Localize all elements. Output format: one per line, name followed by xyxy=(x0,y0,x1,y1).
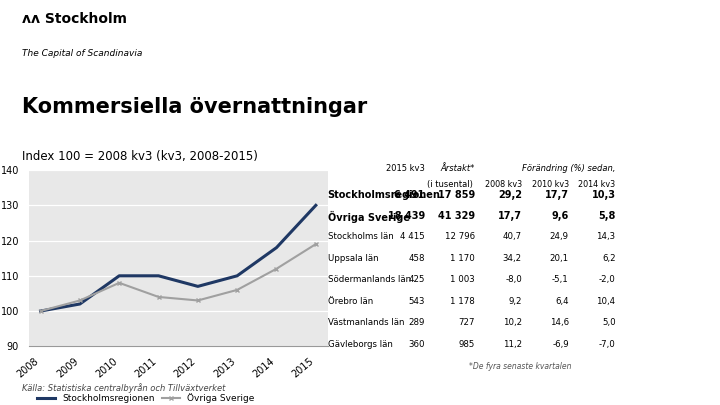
Text: The Capital of Scandinavia: The Capital of Scandinavia xyxy=(22,49,142,58)
Text: Stockholmsregionen: Stockholmsregionen xyxy=(328,190,441,200)
Text: 2014 kv3: 2014 kv3 xyxy=(578,180,616,189)
Text: Kommersiella övernattningar: Kommersiella övernattningar xyxy=(22,97,367,117)
Text: 6,4: 6,4 xyxy=(555,297,569,306)
Text: Örebro län: Örebro län xyxy=(328,297,373,306)
Text: Västmanlands län: Västmanlands län xyxy=(328,318,404,327)
Text: 10,4: 10,4 xyxy=(596,297,616,306)
Text: 18 439: 18 439 xyxy=(387,211,425,221)
Text: Årstakt*: Årstakt* xyxy=(441,164,475,173)
Text: 41 329: 41 329 xyxy=(438,211,475,221)
Text: 29,2: 29,2 xyxy=(498,190,522,200)
Text: Övriga Sverige: Övriga Sverige xyxy=(328,211,410,223)
Text: Uppsala län: Uppsala län xyxy=(328,254,378,263)
Text: 17,7: 17,7 xyxy=(498,211,522,221)
Text: 11,2: 11,2 xyxy=(503,340,522,349)
Text: ʌʌ Stockholm: ʌʌ Stockholm xyxy=(22,12,127,26)
Text: 360: 360 xyxy=(408,340,425,349)
Text: 17 859: 17 859 xyxy=(438,190,475,200)
Text: Gävleborgs län: Gävleborgs län xyxy=(328,340,392,349)
Text: 289: 289 xyxy=(408,318,425,327)
Text: Förändring (%) sedan,: Förändring (%) sedan, xyxy=(522,164,616,173)
Text: 10,2: 10,2 xyxy=(503,318,522,327)
Text: 1 178: 1 178 xyxy=(451,297,475,306)
Text: 4 415: 4 415 xyxy=(400,232,425,241)
Legend: Stockholmsregionen, Övriga Sverige: Stockholmsregionen, Övriga Sverige xyxy=(33,390,258,405)
Text: 727: 727 xyxy=(459,318,475,327)
Text: 24,9: 24,9 xyxy=(550,232,569,241)
Text: -7,0: -7,0 xyxy=(599,340,616,349)
Text: 2008 kv3: 2008 kv3 xyxy=(485,180,522,189)
Text: 1 170: 1 170 xyxy=(451,254,475,263)
Text: 14,6: 14,6 xyxy=(549,318,569,327)
Text: 40,7: 40,7 xyxy=(503,232,522,241)
Text: -8,0: -8,0 xyxy=(505,275,522,284)
Text: Stockholms län: Stockholms län xyxy=(328,232,393,241)
Text: 14,3: 14,3 xyxy=(596,232,616,241)
Text: 5,8: 5,8 xyxy=(598,211,616,221)
Text: 34,2: 34,2 xyxy=(503,254,522,263)
Text: Södermanlands län: Södermanlands län xyxy=(328,275,410,284)
Text: *De fyra senaste kvartalen: *De fyra senaste kvartalen xyxy=(469,362,572,371)
Text: (i tusental): (i tusental) xyxy=(427,180,473,189)
Text: Index 100 = 2008 kv3 (kv3, 2008-2015): Index 100 = 2008 kv3 (kv3, 2008-2015) xyxy=(22,150,258,163)
Text: 20,1: 20,1 xyxy=(549,254,569,263)
Text: 2015 kv3: 2015 kv3 xyxy=(386,164,425,173)
Text: 985: 985 xyxy=(459,340,475,349)
Text: Källa: Statistiska centralbyrån och Tillväxtverket: Källa: Statistiska centralbyrån och Till… xyxy=(22,383,225,393)
Text: 543: 543 xyxy=(408,297,425,306)
Text: 6,2: 6,2 xyxy=(602,254,616,263)
Text: -6,9: -6,9 xyxy=(552,340,569,349)
Text: 9,2: 9,2 xyxy=(508,297,522,306)
Text: 5,0: 5,0 xyxy=(602,318,616,327)
Text: 10,3: 10,3 xyxy=(592,190,616,200)
Text: 12 796: 12 796 xyxy=(445,232,475,241)
Text: 2010 kv3: 2010 kv3 xyxy=(531,180,569,189)
Text: 425: 425 xyxy=(408,275,425,284)
Text: 1 003: 1 003 xyxy=(451,275,475,284)
Text: -5,1: -5,1 xyxy=(552,275,569,284)
Text: 458: 458 xyxy=(408,254,425,263)
Text: -2,0: -2,0 xyxy=(599,275,616,284)
Text: 17,7: 17,7 xyxy=(545,190,569,200)
Text: 9,6: 9,6 xyxy=(552,211,569,221)
Text: 6 491: 6 491 xyxy=(395,190,425,200)
